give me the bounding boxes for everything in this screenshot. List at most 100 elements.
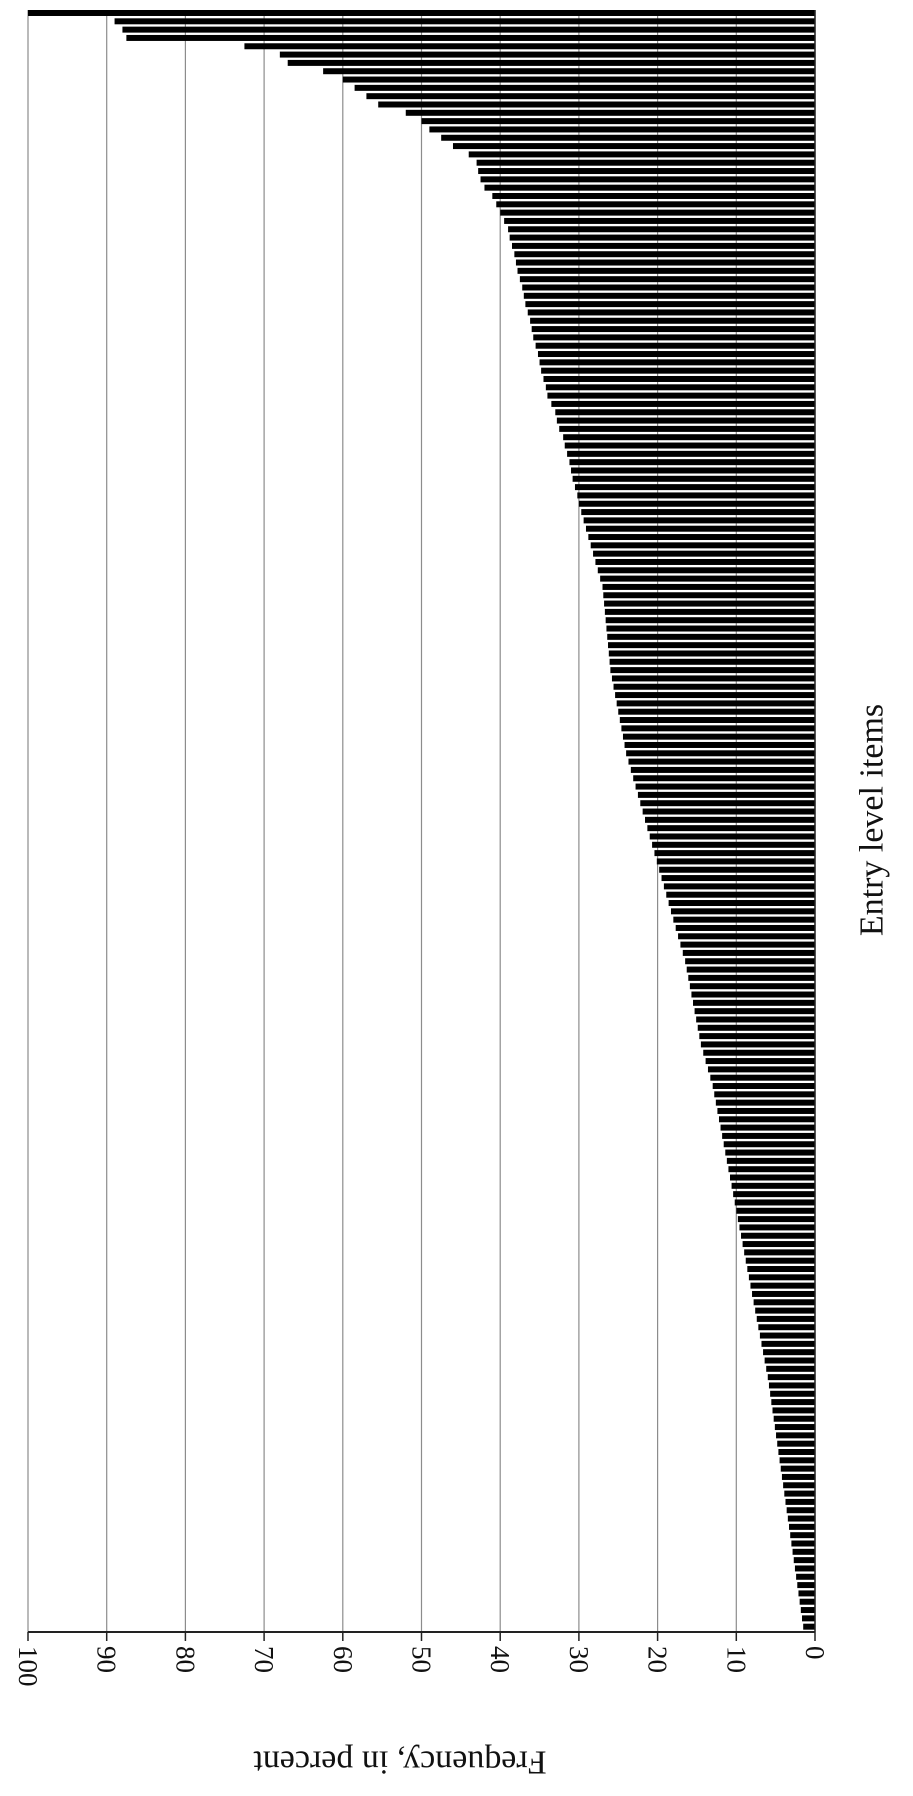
bar bbox=[736, 1207, 815, 1214]
bar bbox=[712, 1083, 815, 1090]
bar bbox=[772, 1407, 815, 1414]
bar bbox=[793, 1557, 815, 1564]
bar bbox=[725, 1149, 815, 1156]
bar bbox=[537, 351, 815, 358]
bar bbox=[500, 209, 815, 216]
bar bbox=[642, 808, 815, 815]
bar bbox=[666, 891, 815, 898]
bar bbox=[649, 833, 815, 840]
bar bbox=[616, 700, 815, 707]
bar bbox=[783, 1482, 815, 1489]
bar bbox=[797, 1582, 815, 1589]
bar bbox=[279, 51, 816, 58]
bar bbox=[452, 143, 815, 150]
bar bbox=[535, 342, 815, 349]
bar bbox=[635, 783, 815, 790]
bar bbox=[745, 1257, 815, 1264]
bar bbox=[405, 109, 815, 116]
bar bbox=[609, 658, 815, 665]
bar bbox=[533, 334, 815, 341]
bar bbox=[515, 259, 815, 266]
bar bbox=[28, 10, 815, 16]
bar bbox=[652, 841, 815, 848]
bar bbox=[776, 1432, 815, 1439]
bar bbox=[777, 1440, 815, 1447]
bar bbox=[551, 400, 815, 407]
bar bbox=[689, 983, 815, 990]
bar bbox=[588, 534, 815, 541]
bar bbox=[509, 234, 815, 241]
bar bbox=[519, 276, 815, 283]
bar bbox=[244, 43, 816, 50]
bar bbox=[688, 974, 815, 981]
tick-label: 40 bbox=[485, 1646, 515, 1673]
bar bbox=[694, 1008, 815, 1015]
bar bbox=[675, 924, 815, 931]
bar bbox=[577, 492, 815, 499]
bar bbox=[780, 1465, 815, 1472]
bar bbox=[656, 858, 815, 865]
bar bbox=[773, 1415, 815, 1422]
bar bbox=[659, 866, 815, 873]
bar bbox=[778, 1449, 815, 1455]
bar bbox=[429, 126, 815, 133]
bar bbox=[628, 758, 815, 765]
bar bbox=[791, 1540, 815, 1547]
bar bbox=[530, 317, 815, 324]
bar bbox=[578, 500, 815, 507]
bar bbox=[608, 650, 815, 657]
bar bbox=[796, 1573, 815, 1580]
bar bbox=[595, 558, 815, 565]
bar bbox=[567, 450, 815, 457]
bar bbox=[785, 1498, 815, 1505]
bar bbox=[630, 766, 815, 773]
bar bbox=[626, 750, 815, 757]
bar bbox=[571, 467, 815, 474]
bar bbox=[478, 168, 815, 175]
bar bbox=[802, 1615, 815, 1622]
bar bbox=[737, 1216, 815, 1223]
x-axis-title: Entry level items bbox=[854, 704, 891, 936]
bar bbox=[476, 159, 815, 166]
bar bbox=[739, 1224, 815, 1231]
bar bbox=[710, 1074, 815, 1081]
value-axis bbox=[27, 10, 816, 1641]
bar bbox=[517, 267, 815, 274]
bar bbox=[764, 1357, 815, 1364]
bar bbox=[693, 999, 815, 1006]
bar bbox=[378, 101, 815, 108]
tick-label: 10 bbox=[721, 1646, 751, 1673]
bar bbox=[611, 675, 815, 682]
bar bbox=[733, 1191, 815, 1198]
bar bbox=[730, 1174, 815, 1181]
bar bbox=[504, 217, 815, 224]
bar bbox=[441, 134, 815, 141]
bar bbox=[527, 309, 815, 316]
bar bbox=[640, 800, 815, 807]
bar bbox=[585, 525, 815, 532]
bar bbox=[613, 683, 815, 690]
bar bbox=[555, 409, 815, 416]
tick-label: 30 bbox=[564, 1646, 594, 1673]
bar bbox=[581, 509, 815, 516]
bar bbox=[618, 708, 815, 715]
tick-label: 90 bbox=[92, 1646, 122, 1673]
bar bbox=[753, 1299, 815, 1306]
bar bbox=[705, 1058, 815, 1065]
bar bbox=[699, 1033, 815, 1040]
bar bbox=[668, 900, 815, 907]
bar bbox=[556, 417, 815, 424]
bar bbox=[574, 484, 815, 491]
bar bbox=[726, 1157, 815, 1164]
bar bbox=[604, 608, 815, 615]
tick-label: 60 bbox=[328, 1646, 358, 1673]
bar bbox=[531, 326, 815, 333]
bar bbox=[686, 966, 815, 973]
bar bbox=[496, 201, 815, 208]
bar bbox=[421, 118, 815, 125]
bar bbox=[572, 475, 815, 482]
bar bbox=[717, 1107, 815, 1114]
tick-label: 80 bbox=[170, 1646, 200, 1673]
bar bbox=[593, 550, 815, 557]
bar bbox=[734, 1199, 815, 1206]
